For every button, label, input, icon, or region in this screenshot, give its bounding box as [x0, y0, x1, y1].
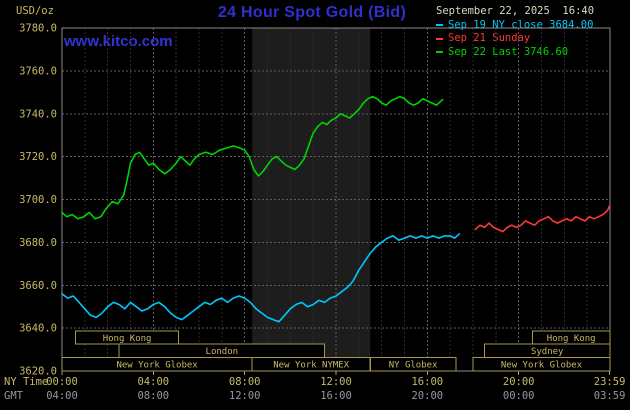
session-label-new-york-globex: New York Globex — [501, 361, 583, 371]
legend-marker-sep19 — [436, 24, 443, 27]
series-line-sep22 — [61, 95, 444, 220]
series-line-sep21 — [474, 205, 611, 233]
y-tick-label: 3720.0 — [19, 151, 57, 163]
x-tick-label-gmt: 03:59 — [594, 390, 626, 402]
chart-datetime: September 22, 2025 16:40 — [436, 5, 595, 17]
x-tick-label-gmt: 16:00 — [320, 390, 352, 402]
y-tick-label: 3620.0 — [19, 366, 57, 378]
legend-item-sep21: Sep 21 Sunday — [436, 32, 594, 46]
x-tick-label-ny: 23:59 — [594, 376, 626, 388]
x-tick-label-gmt: 00:00 — [503, 390, 535, 402]
x-tick-label-gmt: 20:00 — [411, 390, 443, 402]
session-box-ny-globex — [369, 357, 457, 372]
x-tick-label-gmt: 08:00 — [137, 390, 169, 402]
session-label-new-york-globex: New York Globex — [116, 361, 198, 371]
y-tick-label: 3740.0 — [19, 108, 57, 120]
y-tick-label: 3660.0 — [19, 280, 57, 292]
legend-item-sep22: Sep 22 Last 3746.60 — [436, 46, 594, 60]
x-tick-label-ny: 08:00 — [229, 376, 261, 388]
y-tick-label: 3780.0 — [19, 23, 57, 35]
session-label-new-york-nymex: New York NYMEX — [273, 361, 349, 371]
session-label-london: London — [206, 347, 239, 357]
x-tick-label-ny: 16:00 — [411, 376, 443, 388]
legend-marker-sep22 — [436, 51, 443, 54]
gmt-axis-label: GMT — [4, 390, 24, 402]
ny-time-axis-label: NY Time — [4, 376, 48, 388]
kitco-watermark-link[interactable]: www.kitco.com — [64, 33, 173, 50]
session-label-ny-globex: NY Globex — [389, 361, 438, 371]
x-tick-label-ny: 20:00 — [503, 376, 535, 388]
x-tick-label-ny: 12:00 — [320, 376, 352, 388]
x-tick-label-ny: 00:00 — [46, 376, 78, 388]
legend-marker-sep21 — [436, 37, 443, 40]
y-tick-label: 3680.0 — [19, 237, 57, 249]
session-box-new-york-globex — [472, 357, 611, 372]
session-label-hong-kong: Hong Kong — [547, 334, 596, 344]
chart-title: 24 Hour Spot Gold (Bid) — [217, 4, 407, 21]
x-tick-label-gmt: 04:00 — [46, 390, 78, 402]
y-tick-label: 3760.0 — [19, 65, 57, 77]
session-label-sydney: Sydney — [531, 347, 564, 357]
y-axis-units-label: USD/oz — [16, 5, 54, 17]
series-line-sep19 — [61, 233, 461, 323]
legend-label-sep22: Sep 22 Last 3746.60 — [448, 45, 569, 58]
y-tick-label: 3640.0 — [19, 323, 57, 335]
legend-label-sep21: Sep 21 Sunday — [448, 32, 531, 44]
session-label-hong-kong: Hong Kong — [103, 334, 152, 344]
x-tick-label-ny: 04:00 — [137, 376, 169, 388]
y-tick-label: 3700.0 — [19, 194, 57, 206]
x-tick-label-gmt: 12:00 — [229, 390, 261, 402]
